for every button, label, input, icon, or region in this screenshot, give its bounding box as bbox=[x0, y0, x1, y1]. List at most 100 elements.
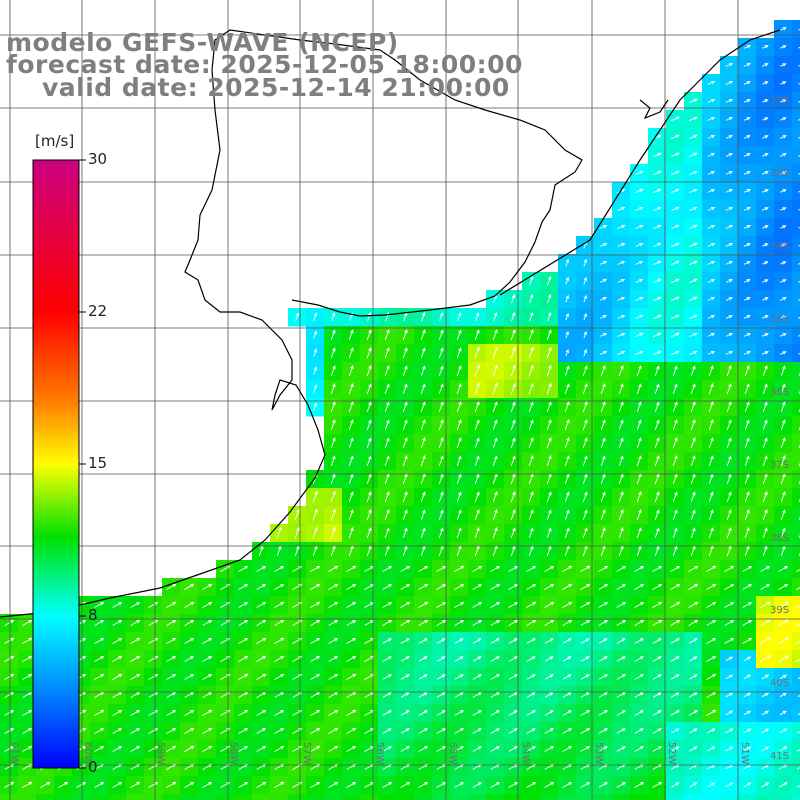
wind-arrow bbox=[690, 419, 696, 431]
wind-arrow bbox=[672, 401, 678, 412]
wind-arrow bbox=[328, 619, 339, 626]
wind-arrow bbox=[762, 63, 769, 67]
wind-arrow bbox=[166, 601, 177, 608]
wind-arrow bbox=[510, 437, 516, 448]
wind-arrow bbox=[762, 365, 768, 377]
wind-cell bbox=[252, 794, 271, 800]
wind-arrow bbox=[616, 692, 627, 698]
wind-cell bbox=[198, 794, 217, 800]
wind-arrow bbox=[744, 365, 750, 377]
wind-cell bbox=[648, 794, 667, 800]
wind-arrow bbox=[580, 565, 591, 572]
wind-arrow bbox=[761, 710, 769, 716]
wind-arrow bbox=[653, 314, 662, 320]
wind-arrow bbox=[544, 745, 555, 752]
wind-arrow bbox=[743, 674, 752, 680]
wind-cell bbox=[216, 794, 235, 800]
wind-arrow bbox=[330, 508, 336, 521]
wind-arrow bbox=[670, 619, 681, 626]
wind-arrow bbox=[689, 314, 698, 320]
wind-arrow bbox=[438, 419, 444, 431]
wind-arrow bbox=[616, 656, 626, 662]
wind-arrow bbox=[635, 206, 644, 212]
wind-arrow bbox=[706, 601, 717, 608]
wind-arrow bbox=[436, 728, 447, 734]
wind-arrow bbox=[798, 352, 800, 355]
wind-arrow bbox=[670, 583, 681, 590]
wind-arrow bbox=[472, 710, 483, 716]
latitude-label: 32S bbox=[770, 95, 789, 106]
wind-arrow bbox=[256, 619, 267, 626]
latitude-label: 33S bbox=[770, 168, 789, 179]
wind-arrow bbox=[274, 709, 285, 716]
wind-arrow bbox=[618, 527, 624, 539]
wind-arrow bbox=[725, 224, 734, 229]
wind-arrow bbox=[670, 674, 680, 680]
wind-arrow bbox=[565, 294, 569, 303]
wind-arrow bbox=[508, 656, 518, 662]
wind-arrow bbox=[779, 674, 787, 680]
wind-arrow bbox=[672, 365, 678, 376]
wind-arrow bbox=[364, 673, 375, 681]
wind-arrow bbox=[652, 728, 662, 734]
wind-arrow bbox=[312, 508, 318, 521]
wind-arrow bbox=[653, 170, 662, 176]
wind-arrow bbox=[166, 709, 177, 716]
wind-arrow bbox=[780, 225, 787, 229]
valid-date: valid date: 2025-12-14 21:00:00 bbox=[42, 73, 510, 102]
wind-arrow bbox=[744, 279, 751, 283]
wind-arrow bbox=[366, 329, 372, 341]
wind-arrow bbox=[725, 674, 734, 680]
wind-arrow bbox=[598, 601, 609, 608]
wind-cell bbox=[792, 776, 800, 795]
wind-arrow bbox=[510, 527, 516, 539]
wind-arrow bbox=[130, 745, 141, 752]
wind-arrow bbox=[580, 746, 591, 752]
wind-arrow bbox=[384, 455, 390, 467]
wind-cell bbox=[792, 308, 800, 327]
wind-arrow bbox=[761, 333, 769, 337]
wind-arrow bbox=[708, 419, 714, 431]
wind-arrow bbox=[762, 135, 769, 139]
wind-arrow bbox=[492, 455, 498, 466]
wind-arrow bbox=[382, 746, 392, 752]
wind-arrow bbox=[474, 329, 480, 340]
wind-arrow bbox=[22, 727, 33, 734]
wind-arrow bbox=[328, 637, 339, 644]
wind-arrow bbox=[688, 98, 698, 104]
wind-arrow bbox=[617, 242, 626, 247]
wind-arrow bbox=[725, 692, 734, 698]
wind-arrow bbox=[274, 619, 285, 626]
wind-arrow bbox=[688, 583, 699, 591]
wind-cell bbox=[486, 794, 505, 800]
wind-arrow bbox=[402, 347, 408, 359]
longitude-label: 57W bbox=[301, 742, 312, 765]
wind-arrow bbox=[346, 709, 357, 716]
wind-cell bbox=[792, 344, 800, 363]
wind-arrow bbox=[707, 153, 716, 157]
wind-arrow bbox=[402, 365, 408, 376]
wind-arrow bbox=[492, 491, 498, 503]
wind-cell bbox=[666, 794, 685, 800]
wind-arrow bbox=[780, 365, 786, 376]
wind-arrow bbox=[689, 188, 698, 194]
wind-arrow bbox=[456, 347, 462, 358]
wind-arrow bbox=[438, 437, 444, 449]
wind-cell bbox=[630, 794, 649, 800]
wind-arrow bbox=[238, 673, 249, 681]
wind-arrow bbox=[328, 745, 339, 752]
wind-arrow bbox=[564, 509, 570, 520]
wind-arrow bbox=[490, 782, 501, 788]
wind-arrow bbox=[670, 565, 681, 572]
wind-arrow bbox=[762, 419, 768, 430]
wind-arrow bbox=[690, 365, 696, 376]
wind-arrow bbox=[600, 419, 606, 430]
wind-arrow bbox=[580, 638, 590, 644]
wind-arrow bbox=[528, 527, 534, 538]
wind-arrow bbox=[708, 527, 714, 539]
wind-arrow bbox=[508, 781, 519, 788]
wind-arrow bbox=[184, 655, 195, 662]
wind-arrow bbox=[436, 692, 446, 698]
wind-arrow bbox=[706, 619, 717, 626]
wind-arrow bbox=[238, 583, 249, 590]
